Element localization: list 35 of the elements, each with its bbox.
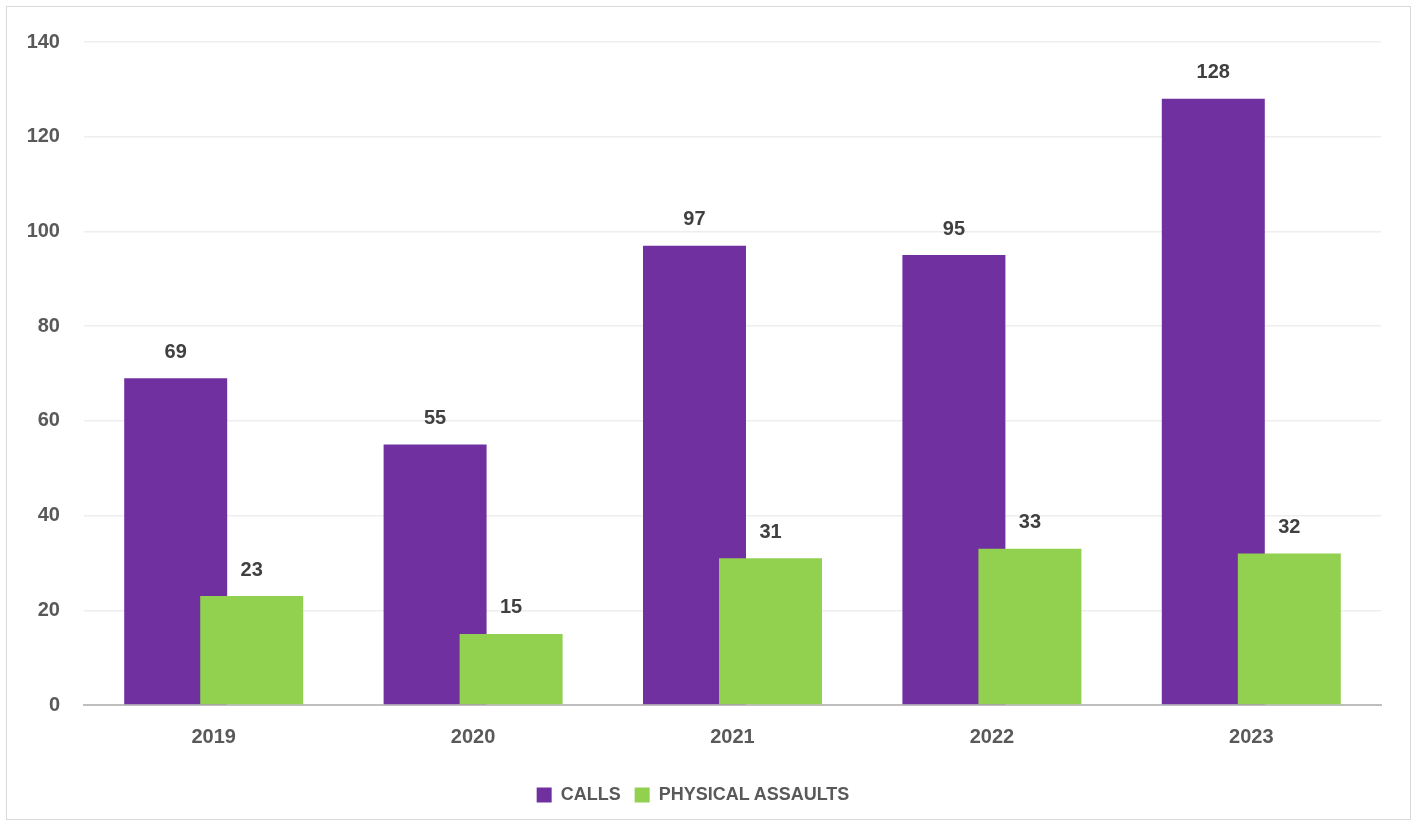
x-tick-label: 2021 (710, 724, 755, 747)
y-tick-label: 120 (26, 124, 60, 147)
bar (1237, 553, 1341, 705)
data-label: 69 (164, 339, 187, 362)
data-label: 128 (1196, 60, 1230, 83)
bar (383, 444, 487, 705)
y-tick-label: 0 (48, 692, 60, 715)
bar (902, 255, 1006, 705)
data-label: 23 (240, 557, 263, 580)
data-label: 15 (499, 595, 523, 618)
bar (200, 596, 304, 705)
data-label: 32 (1278, 514, 1301, 537)
x-tick-label: 2022 (969, 724, 1015, 747)
x-tick-label: 2019 (191, 724, 236, 747)
bar (719, 558, 822, 705)
y-tick-label: 80 (37, 313, 60, 336)
x-tick-label: 2020 (450, 724, 496, 747)
bar (459, 633, 563, 705)
data-label: 55 (423, 406, 447, 429)
legend-label: CALLS (560, 783, 621, 804)
y-tick-label: 20 (37, 597, 60, 620)
y-tick-label: 40 (37, 503, 60, 526)
data-label: 97 (683, 207, 706, 230)
y-tick-label: 100 (26, 218, 60, 241)
x-tick-label: 2023 (1229, 724, 1274, 747)
y-tick-label: 60 (37, 408, 60, 431)
bar (978, 548, 1082, 705)
data-label: 95 (942, 216, 966, 239)
bar (124, 378, 228, 705)
bar (1161, 98, 1265, 705)
legend-label: PHYSICAL ASSAULTS (658, 783, 850, 804)
data-label: 33 (1018, 510, 1042, 533)
bar (643, 245, 746, 705)
data-label: 31 (759, 519, 782, 542)
y-tick-label: 140 (26, 29, 60, 52)
